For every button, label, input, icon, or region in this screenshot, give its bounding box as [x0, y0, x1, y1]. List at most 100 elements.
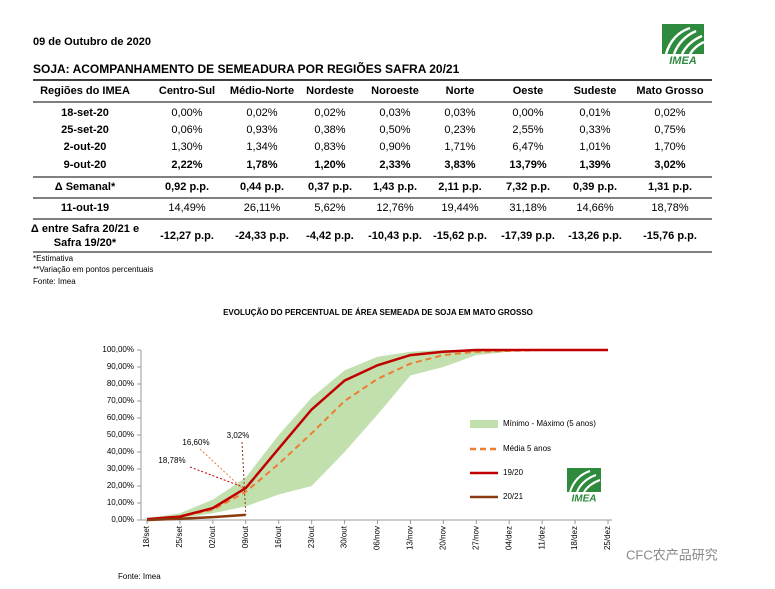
column-header: Regiões do IMEA: [40, 85, 130, 97]
cell: -15,76 p.p.: [643, 230, 697, 242]
cell: 0,39 p.p.: [573, 181, 617, 193]
cell: 31,18%: [509, 202, 547, 214]
x-tick-label: 11/dez: [537, 526, 546, 549]
y-tick-label: 80,00%: [107, 379, 134, 388]
x-tick-label: 09/out: [241, 525, 250, 548]
cell: 1,39%: [579, 159, 610, 171]
chart-title: EVOLUÇÃO DO PERCENTUAL DE ÁREA SEMEADA D…: [223, 308, 533, 317]
cell: 3,02%: [654, 159, 685, 171]
cell: 1,78%: [246, 159, 277, 171]
y-tick-label: 50,00%: [107, 430, 134, 439]
cell: 0,83%: [314, 141, 345, 153]
legend-label: 19/20: [503, 468, 524, 477]
cell: 0,44 p.p.: [240, 181, 284, 193]
cell: 13,79%: [509, 159, 547, 171]
cell: 0,00%: [171, 107, 202, 119]
row-label: 2-out-20: [64, 141, 107, 153]
cell: 1,31 p.p.: [648, 181, 692, 193]
cell: -15,62 p.p.: [433, 230, 487, 242]
cell: 0,38%: [314, 124, 345, 136]
note: Fonte: Imea: [33, 277, 76, 286]
report-title: SOJA: ACOMPANHAMENTO DE SEMEADURA POR RE…: [33, 61, 460, 76]
x-tick-label: 04/dez: [504, 526, 513, 550]
cell: 19,44%: [441, 202, 479, 214]
data-label: 16,60%: [182, 438, 209, 447]
y-tick-label: 100,00%: [102, 345, 134, 354]
column-header: Médio-Norte: [230, 85, 294, 97]
cell: 0,92 p.p.: [165, 181, 209, 193]
column-header: Norte: [446, 85, 475, 97]
cell: 0,50%: [379, 124, 410, 136]
column-header: Noroeste: [371, 85, 419, 97]
y-tick-label: 40,00%: [107, 447, 134, 456]
y-tick-label: 20,00%: [107, 481, 134, 490]
cell: 1,01%: [579, 141, 610, 153]
x-tick-label: 30/out: [340, 525, 349, 548]
cell: 14,66%: [576, 202, 614, 214]
x-tick-label: 18/dez: [570, 526, 579, 550]
legend-label: Mínimo - Máximo (5 anos): [503, 419, 596, 428]
legend-label: 20/21: [503, 492, 524, 501]
x-tick-label: 16/out: [274, 525, 283, 548]
label-leader: [199, 448, 247, 493]
cell: 0,03%: [444, 107, 475, 119]
column-header: Oeste: [513, 85, 544, 97]
series-line: [146, 348, 608, 521]
cell: 2,55%: [512, 124, 543, 136]
min-max-band: [147, 350, 608, 520]
cell: -4,42 p.p.: [306, 230, 354, 242]
cell: 6,47%: [512, 141, 543, 153]
y-tick-label: 0,00%: [111, 515, 134, 524]
logo-text: IMEA: [669, 55, 697, 67]
column-header: Centro-Sul: [159, 85, 215, 97]
logo-chart: IMEA: [567, 468, 601, 505]
legend-label: Média 5 anos: [503, 444, 551, 453]
cell: -13,26 p.p.: [568, 230, 622, 242]
cell: 1,34%: [246, 141, 277, 153]
cell: -24,33 p.p.: [235, 230, 289, 242]
cell: 3,83%: [444, 159, 475, 171]
column-header: Nordeste: [306, 85, 354, 97]
cell: 0,90%: [379, 141, 410, 153]
x-tick-label: 25/set: [175, 525, 184, 548]
x-tick-label: 18/set: [142, 525, 151, 548]
column-header: Sudeste: [574, 85, 617, 97]
cell: 0,93%: [246, 124, 277, 136]
y-tick-label: 90,00%: [107, 362, 134, 371]
cell: 0,01%: [579, 107, 610, 119]
y-tick-label: 60,00%: [107, 413, 134, 422]
cell: 1,20%: [314, 159, 345, 171]
cell: 7,32 p.p.: [506, 181, 550, 193]
cell: -10,43 p.p.: [368, 230, 422, 242]
cell: 1,70%: [654, 141, 685, 153]
cell: 0,00%: [512, 107, 543, 119]
row-label: Safra 19/20*: [54, 237, 117, 249]
cell: 0,03%: [379, 107, 410, 119]
chart-source: Fonte: Imea: [118, 572, 161, 581]
data-label: 18,78%: [158, 456, 185, 465]
legend-swatch: [470, 420, 498, 428]
cell: -12,27 p.p.: [160, 230, 214, 242]
row-label: 25-set-20: [61, 124, 109, 136]
x-tick-label: 27/nov: [471, 526, 480, 550]
cell: 2,22%: [171, 159, 202, 171]
cell: 2,33%: [379, 159, 410, 171]
y-tick-label: 30,00%: [107, 464, 134, 473]
cell: 26,11%: [244, 202, 281, 214]
cell: 0,02%: [246, 107, 277, 119]
watermark: CFC农产品研究: [626, 547, 718, 562]
row-label: 9-out-20: [64, 159, 107, 171]
series-line: [146, 513, 246, 522]
data-label: 3,02%: [227, 431, 250, 440]
label-leader: [241, 441, 247, 515]
cell: 2,11 p.p.: [438, 181, 481, 193]
x-tick-label: 02/out: [208, 525, 217, 548]
cell: 1,30%: [171, 141, 202, 153]
row-label: Δ entre Safra 20/21 e: [31, 223, 139, 235]
row-label: Δ Semanal*: [55, 181, 116, 193]
logo-top: IMEA: [662, 24, 705, 67]
cell: 0,06%: [171, 124, 202, 136]
x-tick-label: 23/out: [307, 525, 316, 548]
cell: 0,02%: [314, 107, 345, 119]
